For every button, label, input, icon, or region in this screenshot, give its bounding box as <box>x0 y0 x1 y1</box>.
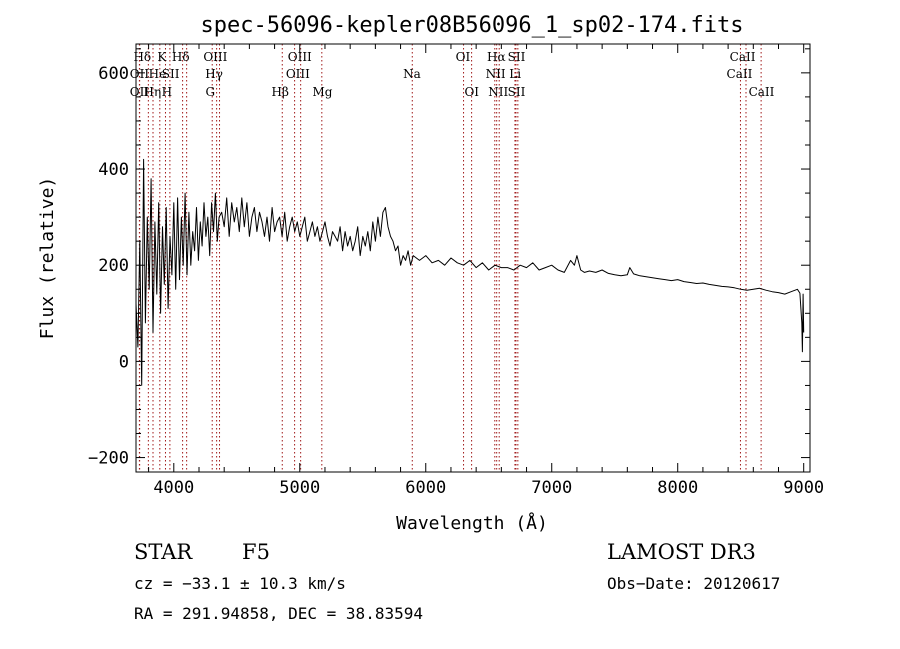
line-label-15: Mg <box>312 85 332 99</box>
line-label-21: NII <box>486 67 506 81</box>
line-label-8: Hδ <box>172 50 190 64</box>
line-label-27: CaII <box>749 85 775 99</box>
line-label-17: OI <box>456 50 471 64</box>
x-tick-label-4000: 4000 <box>153 478 194 498</box>
line-label-1: OII <box>130 67 150 81</box>
y-tick-label-200: 200 <box>98 256 129 276</box>
line-label-6: Hη <box>144 85 162 99</box>
y-axis-label: Flux (relative) <box>37 177 58 340</box>
survey-name: LAMOST DR3 <box>607 540 756 564</box>
y-tick-label-400: 400 <box>98 160 129 180</box>
x-tick-label-5000: 5000 <box>279 478 320 498</box>
line-label-25: CaII <box>730 50 756 64</box>
obs-date: Obs−Date: 20120617 <box>607 574 780 593</box>
line-label-7: H <box>162 85 172 99</box>
line-label-19: Hα <box>487 50 506 64</box>
line-label-24: SII <box>508 85 526 99</box>
line-label-9: OIII <box>203 50 227 64</box>
object-subclass: F5 <box>242 540 270 564</box>
y-tick-label-600: 600 <box>98 64 129 84</box>
y-axis: −200 0 200 400 600 <box>88 48 810 469</box>
spectral-line-markers <box>138 44 762 472</box>
line-label-0: Hδ <box>133 50 151 64</box>
line-label-5: SII <box>162 67 180 81</box>
line-label-4: He <box>149 67 167 81</box>
line-label-3: K <box>157 50 167 64</box>
line-label-26: CaII <box>727 67 753 81</box>
line-label-2: OII <box>130 85 150 99</box>
y-tick-label--200: −200 <box>88 449 129 469</box>
line-label-10: Hγ <box>205 67 223 81</box>
object-class: STAR <box>134 540 193 564</box>
line-label-20: SII <box>508 50 526 64</box>
line-label-11: G <box>206 85 216 99</box>
series-group <box>135 158 805 386</box>
line-label-13: OIII <box>288 50 312 64</box>
redshift-text: cz = −33.1 ± 10.3 km/s <box>134 574 346 593</box>
line-label-16: Na <box>403 67 421 81</box>
plot-frame <box>135 43 811 473</box>
line-label-23: NII <box>488 85 508 99</box>
line-label-18: OI <box>464 85 479 99</box>
x-axis-label: Wavelength (Å) <box>396 512 548 534</box>
y-tick-label-0: 0 <box>119 352 129 372</box>
x-tick-label-6000: 6000 <box>405 478 446 498</box>
chart-title: spec-56096-kepler08B56096_1_sp02-174.fit… <box>200 13 743 38</box>
series-line-flux <box>135 158 805 386</box>
coordinates: RA = 291.94858, DEC = 38.83594 <box>134 604 423 623</box>
x-axis: 4000 5000 6000 7000 8000 9000 <box>148 44 824 498</box>
line-label-12: Hβ <box>272 85 289 99</box>
x-tick-label-7000: 7000 <box>531 478 572 498</box>
line-label-22: Li <box>509 67 521 81</box>
line-label-14: OIII <box>286 67 310 81</box>
x-tick-label-9000: 9000 <box>783 478 824 498</box>
x-tick-label-8000: 8000 <box>657 478 698 498</box>
